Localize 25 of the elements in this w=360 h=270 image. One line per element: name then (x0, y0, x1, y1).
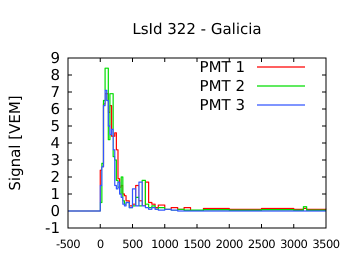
y-tick-label: 3 (50, 151, 60, 169)
x-tick-label: 500 (122, 237, 143, 251)
y-tick-label: 1 (50, 185, 60, 203)
x-tick-label: 3500 (312, 237, 340, 251)
x-tick-label: 1000 (151, 237, 179, 251)
x-tick-label: 0 (96, 237, 104, 251)
legend-label: PMT 3 (200, 96, 245, 114)
y-tick-label: -1 (45, 219, 60, 237)
y-tick-label: 7 (50, 83, 60, 101)
y-tick-label: 4 (50, 134, 60, 152)
x-tick-label: 2000 (216, 237, 244, 251)
legend-label: PMT 2 (200, 77, 245, 95)
x-tick-label: 3000 (280, 237, 308, 251)
y-tick-label: 9 (50, 49, 60, 67)
y-tick-label: 6 (50, 100, 60, 118)
y-axis-title: Signal [VEM] (6, 95, 24, 191)
y-tick-label: 8 (50, 66, 60, 84)
legend-label: PMT 1 (200, 58, 245, 76)
y-tick-label: 2 (50, 168, 60, 186)
y-tick-label: 5 (50, 117, 60, 135)
x-tick-label: 2500 (248, 237, 276, 251)
y-tick-label: 0 (50, 202, 60, 220)
chart-title: LsId 322 - Galicia (132, 20, 262, 38)
x-tick-label: -500 (56, 237, 80, 251)
x-tick-label: 1500 (183, 237, 211, 251)
